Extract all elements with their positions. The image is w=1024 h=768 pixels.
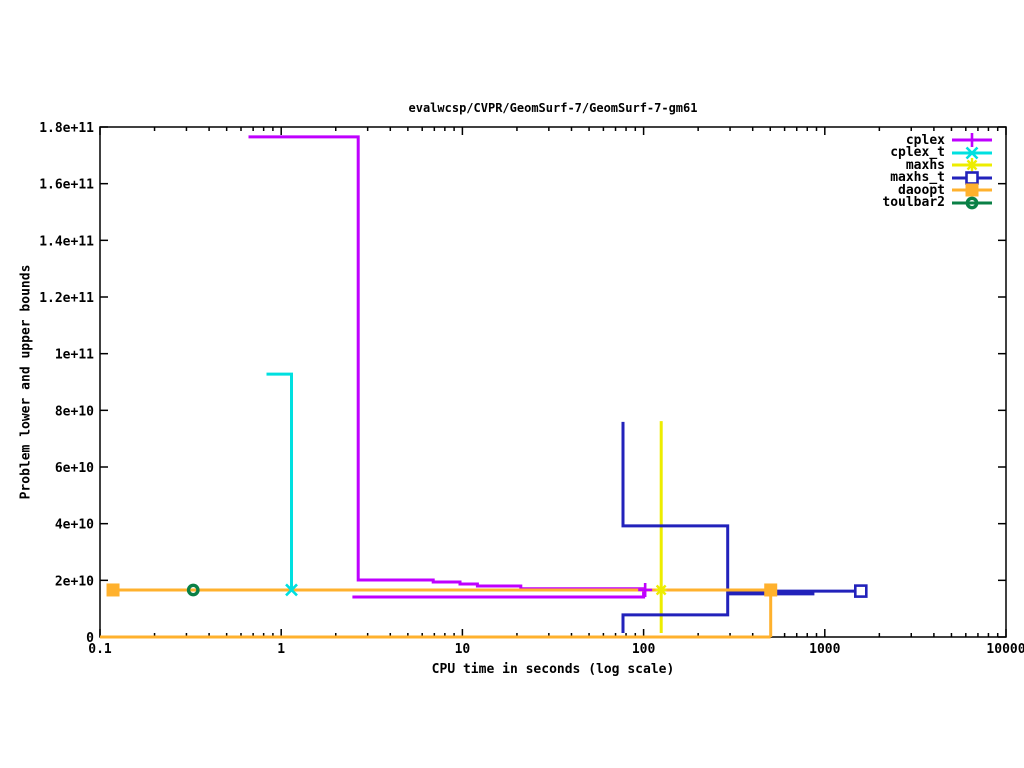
marker-star-icon [655,582,667,597]
legend-row-maxhs: maxhs [882,157,993,173]
legend-row-cplex: cplex [882,132,993,148]
x-tick-label: 1000 [809,642,840,657]
series-cplex_t-segment-0 [266,372,293,590]
legend-label: maxhs [905,157,945,173]
marker-plus-icon [638,582,653,597]
series-cplex-segment-1 [352,590,646,599]
series-maxhs_t-segment-1 [621,591,815,633]
legend-sample-maxhs [952,158,992,173]
plot-border [99,126,1007,638]
y-tick-label: 0 [86,631,94,646]
marker-star-icon [966,158,978,173]
marker-open-square-icon [853,584,868,598]
x-tick-label: 1 [277,642,285,657]
marker-donut-icon [186,583,200,597]
marker-filled-square-icon [965,183,979,197]
legend-label: maxhs_t [890,170,945,186]
legend-row-daoopt: daoopt [882,182,993,198]
axis-ticks [99,126,1007,638]
legend-row-cplex_t: cplex_t [882,145,993,161]
series-maxhs_t-line [621,421,861,633]
y-tick-label: 2e+10 [55,574,94,589]
y-tick-label: 1.4e+11 [39,234,94,249]
legend-sample-daoopt [952,183,992,197]
y-tick-label: 1.8e+11 [39,121,94,136]
legend-label: cplex_t [890,145,945,161]
marker-cross-icon [965,146,979,160]
series-cplex_t-line [266,372,293,590]
marker-filled-square-icon [764,583,778,597]
series-daoopt-markers [106,583,778,597]
series-cplex_t-markers [285,583,298,597]
x-tick-label: 0.1 [88,642,112,657]
x-tick-label: 100 [632,642,656,657]
legend-row-toulbar2: toulbar2 [882,195,993,211]
legend-sample-toulbar2 [952,196,992,210]
series-cplex-line [248,135,646,599]
y-tick-label: 1.2e+11 [39,291,94,306]
series-maxhs-markers [655,582,667,597]
series-cplex-markers [638,582,653,597]
legend-label: cplex [905,132,945,148]
marker-donut-icon [965,196,979,210]
x-tick-label: 10 [455,642,471,657]
series-cplex-segment-0 [248,135,646,591]
series-maxhs_t-segment-0 [621,421,861,593]
series-toulbar2-markers [186,583,200,597]
y-tick-label: 8e+10 [55,404,94,419]
series-maxhs_t-markers [853,584,868,598]
legend-row-maxhs_t: maxhs_t [882,170,993,186]
chart-title: evalwcsp/CVPR/GeomSurf-7/GeomSurf-7-gm61 [408,101,698,115]
legend: cplex cplex_t maxhs maxhs_t daoopt toulbar2 [882,132,993,211]
x-axis-label: CPU time in seconds (log scale) [431,662,675,677]
legend-label: toulbar2 [882,195,945,211]
legend-label: daoopt [898,182,945,198]
marker-open-square-icon [965,170,979,185]
marker-cross-icon [285,583,298,597]
tick-labels: 0.1 1 10 100 1000 10000 0 2e+10 4e+10 6e+10 8e+10 1… [39,121,1024,657]
marker-plus-icon [965,133,979,148]
legend-sample-cplex_t [952,146,992,160]
y-tick-label: 4e+10 [55,518,94,533]
legend-sample-maxhs_t [952,170,992,185]
y-tick-label: 6e+10 [55,461,94,476]
y-tick-label: 1.6e+11 [39,178,94,193]
y-tick-label: 1e+11 [55,348,94,363]
x-tick-label: 10000 [986,642,1024,657]
marker-filled-square-icon [106,583,120,597]
legend-sample-cplex [952,133,992,148]
